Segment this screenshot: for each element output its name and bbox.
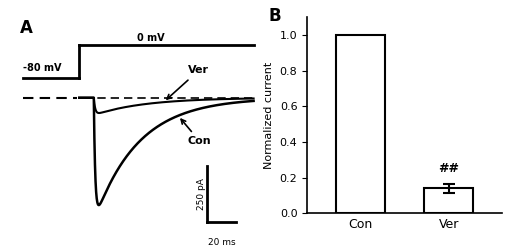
- Bar: [336, 35, 385, 213]
- Text: 0 mV: 0 mV: [137, 33, 164, 43]
- Text: B: B: [268, 7, 281, 25]
- Bar: [424, 188, 473, 213]
- Text: 20 ms: 20 ms: [208, 238, 236, 245]
- Text: Ver: Ver: [167, 65, 209, 99]
- Y-axis label: Normalized current: Normalized current: [264, 61, 274, 169]
- Text: ##: ##: [438, 162, 459, 175]
- Text: Con: Con: [181, 119, 211, 147]
- Text: -80 mV: -80 mV: [23, 63, 61, 73]
- Text: 250 pA: 250 pA: [197, 178, 206, 210]
- Text: A: A: [20, 19, 33, 37]
